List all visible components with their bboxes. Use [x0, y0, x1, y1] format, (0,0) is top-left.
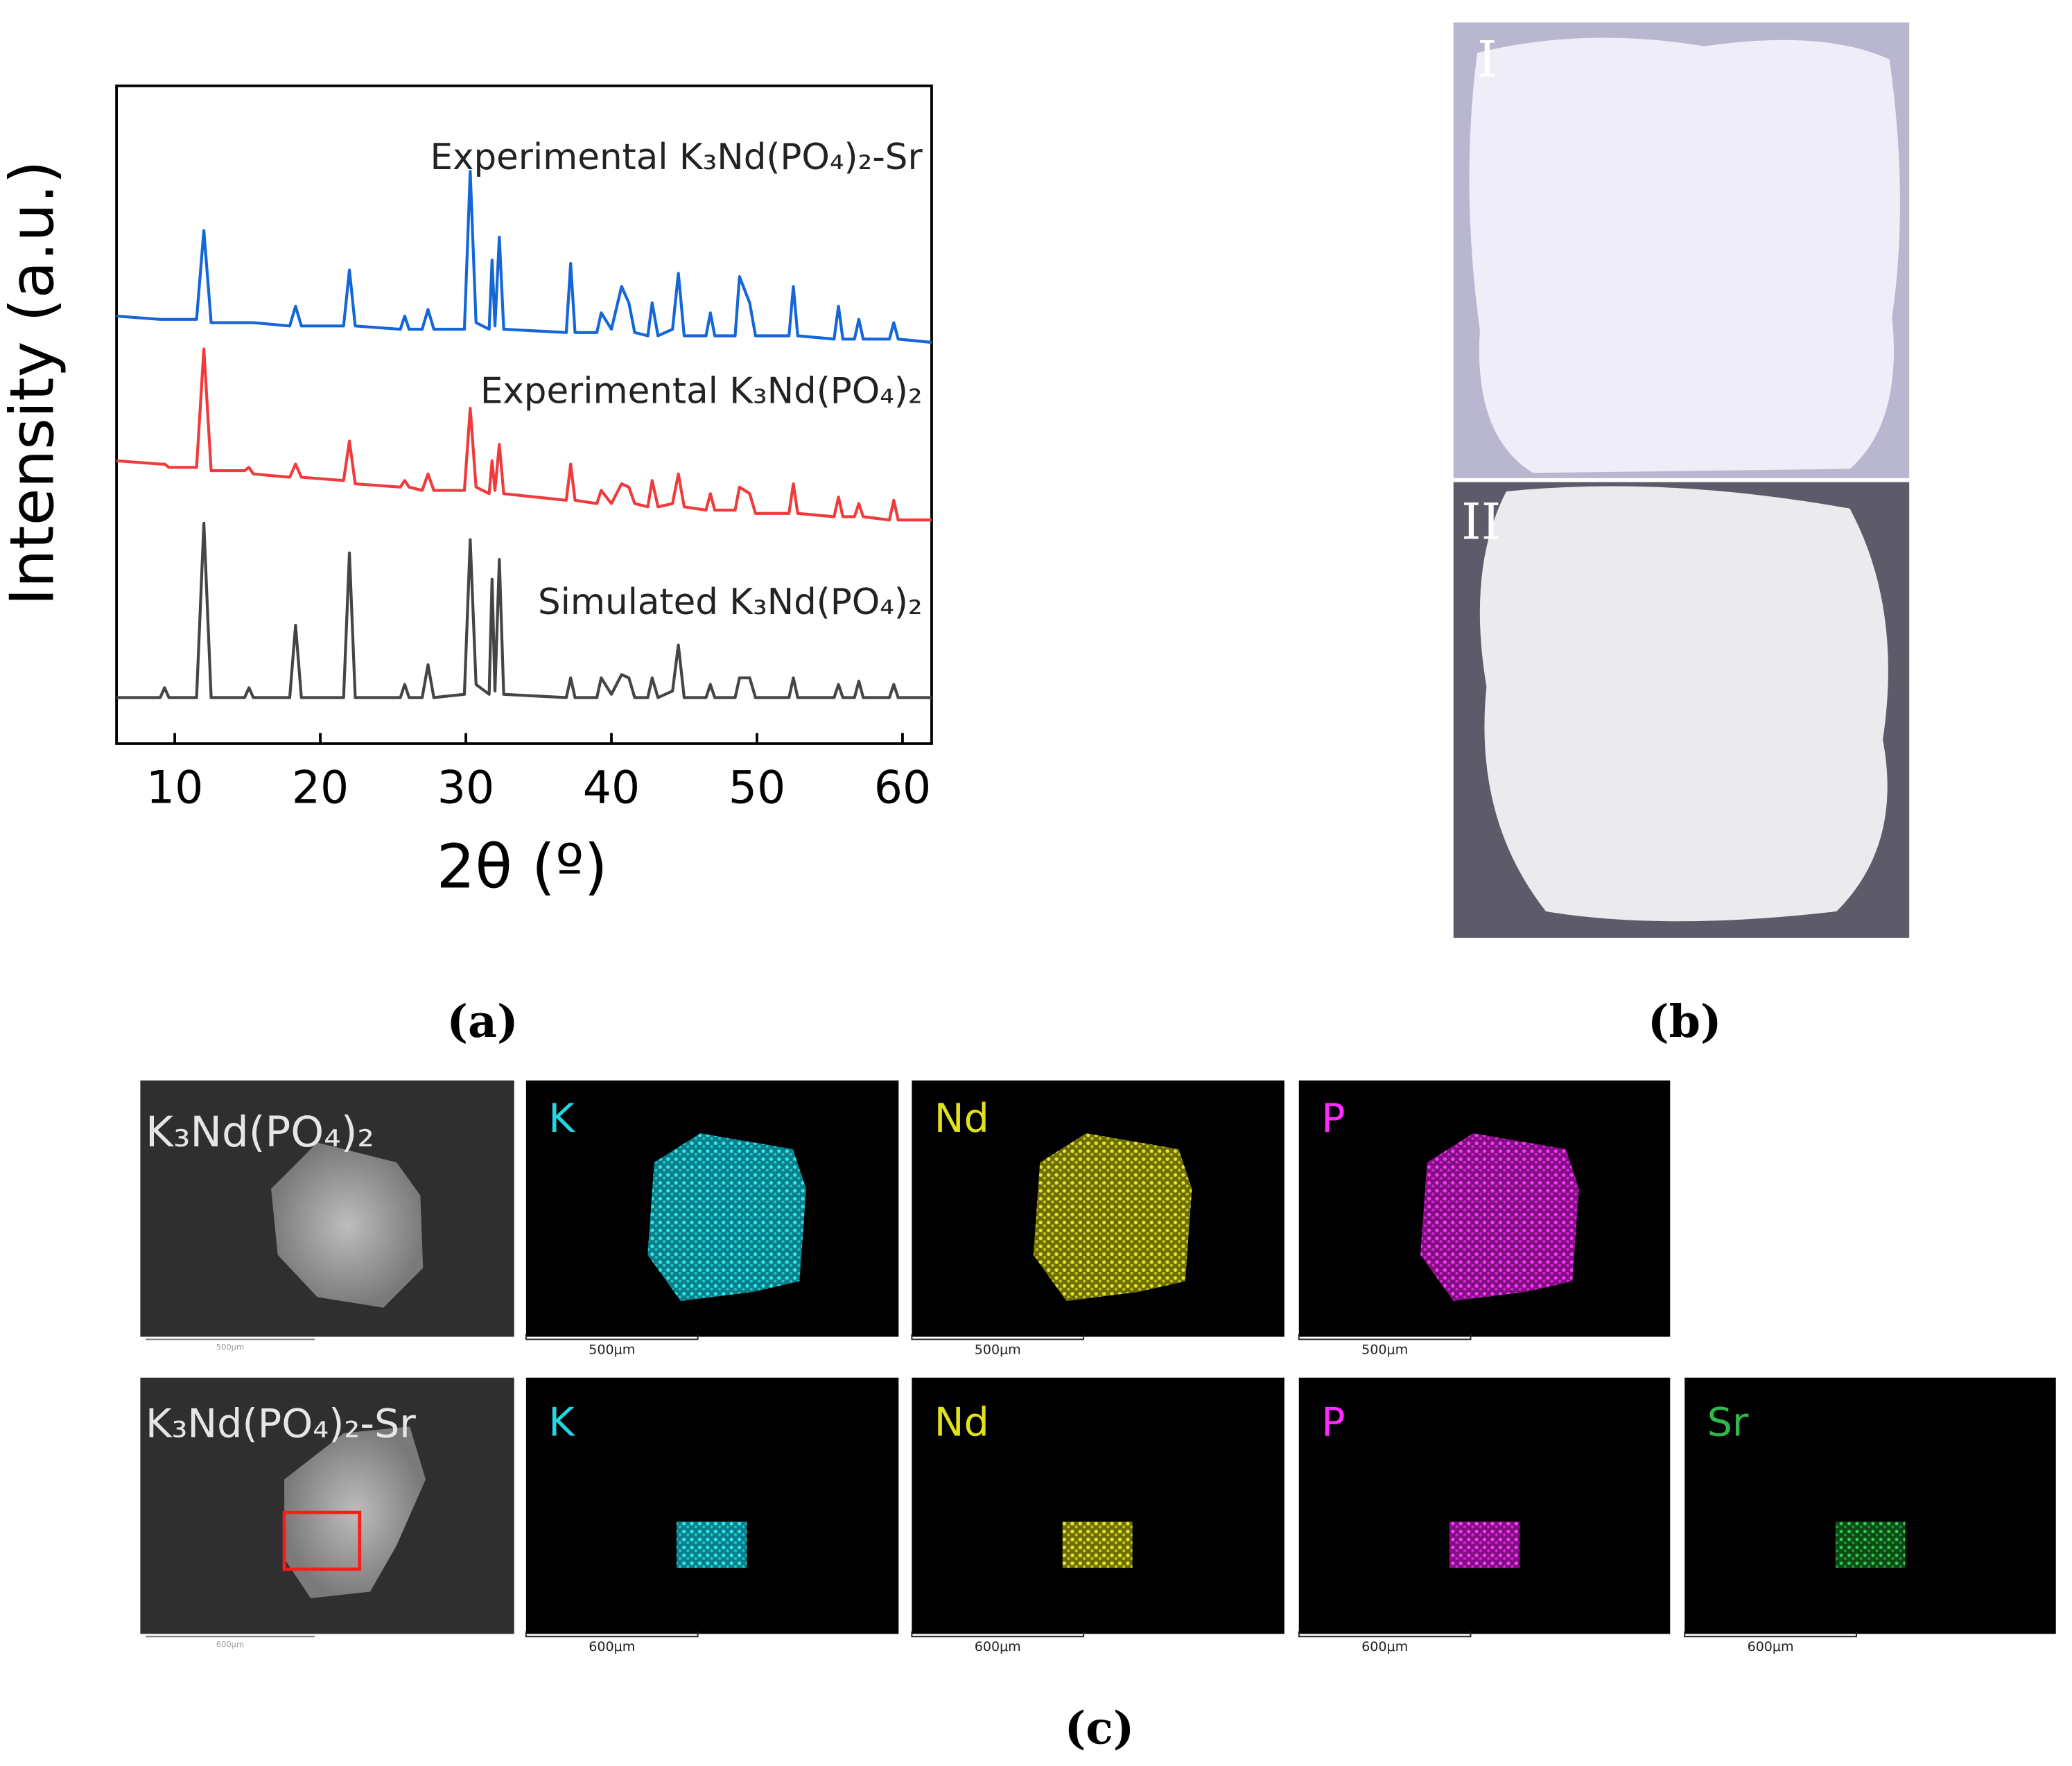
y-axis-label: Intensity (a.u.) [0, 160, 68, 606]
sample-label: K₃Nd(PO₄)₂-Sr [146, 1401, 416, 1446]
particle [271, 1142, 424, 1308]
scale-label: 500μm [589, 1342, 635, 1357]
scale-label: 600μm [589, 1639, 635, 1654]
panel-label: (a) [446, 995, 518, 1048]
scale-label: 500μm [216, 1343, 244, 1352]
series-label: Simulated K₃Nd(PO₄)₂ [538, 582, 923, 623]
element-map [1033, 1133, 1192, 1302]
map-tile [1298, 1377, 1671, 1634]
powder [1469, 37, 1900, 473]
element-label: P [1321, 1400, 1345, 1446]
series-line [116, 170, 932, 344]
powder [1479, 486, 1888, 922]
series-label: Experimental K₃Nd(PO₄)₂ [480, 370, 923, 412]
element-label: Sr [1707, 1400, 1749, 1446]
x-tick-label: 10 [146, 762, 203, 814]
series-line [116, 347, 932, 522]
xrd-chart: Intensity (a.u.) 2θ (º) 10 20 30 40 50 60 Expe… [0, 84, 933, 902]
element-map [1835, 1521, 1906, 1568]
eds-maps: K₃Nd(PO₄)₂ 500μm K Nd P K₃Nd(PO₄)₂-Sr 60… [140, 1080, 2056, 1649]
scale-label: 600μm [216, 1639, 244, 1649]
scale-bar [1298, 1631, 1472, 1638]
x-axis-label: 2θ (º) [437, 832, 608, 902]
map-tile [912, 1377, 1285, 1634]
element-map [1449, 1521, 1520, 1568]
element-label: Nd [934, 1096, 989, 1142]
element-map [1420, 1133, 1579, 1302]
map-tile [1684, 1377, 2056, 1634]
x-tick-label: 50 [729, 762, 785, 814]
element-label: P [1321, 1096, 1345, 1142]
x-tick-label: 40 [583, 762, 640, 814]
scale-bar [911, 1334, 1085, 1340]
element-label: Nd [934, 1400, 989, 1446]
photo-panel: I II [1453, 22, 1910, 938]
element-label: K [548, 1096, 575, 1142]
scale-label: 500μm [975, 1342, 1021, 1357]
series-label: Experimental K₃Nd(PO₄)₂-Sr [430, 137, 923, 178]
element-map [677, 1521, 747, 1568]
x-tick-label: 20 [292, 762, 349, 814]
scale-bar [525, 1631, 699, 1638]
sample-label: K₃Nd(PO₄)₂ [146, 1108, 374, 1157]
x-tick-label: 30 [437, 762, 494, 814]
x-tick-label: 60 [874, 762, 931, 814]
map-tile [525, 1377, 899, 1634]
series-line [116, 521, 932, 699]
scale-bars: 500μm 500μm 500μm 600μm 600μm 600μm 600μm [525, 1334, 1857, 1654]
scale-bar [525, 1334, 699, 1340]
photo-label: I [1477, 31, 1497, 89]
panel-label: (c) [1065, 1702, 1135, 1755]
scale-label: 600μm [1361, 1639, 1408, 1654]
scale-label: 500μm [1361, 1342, 1408, 1357]
element-map [1062, 1521, 1133, 1568]
selection-box [282, 1510, 362, 1571]
element-map [647, 1133, 806, 1302]
scale-bar [911, 1631, 1085, 1638]
panel-label: (b) [1648, 995, 1722, 1048]
plot-frame [115, 84, 933, 745]
scale-bar [1684, 1631, 1857, 1638]
scale-label: 600μm [975, 1639, 1021, 1654]
photo-label: II [1461, 493, 1501, 552]
element-label: K [548, 1400, 575, 1446]
scale-bar [1298, 1334, 1472, 1340]
scale-label: 600μm [1748, 1639, 1794, 1654]
